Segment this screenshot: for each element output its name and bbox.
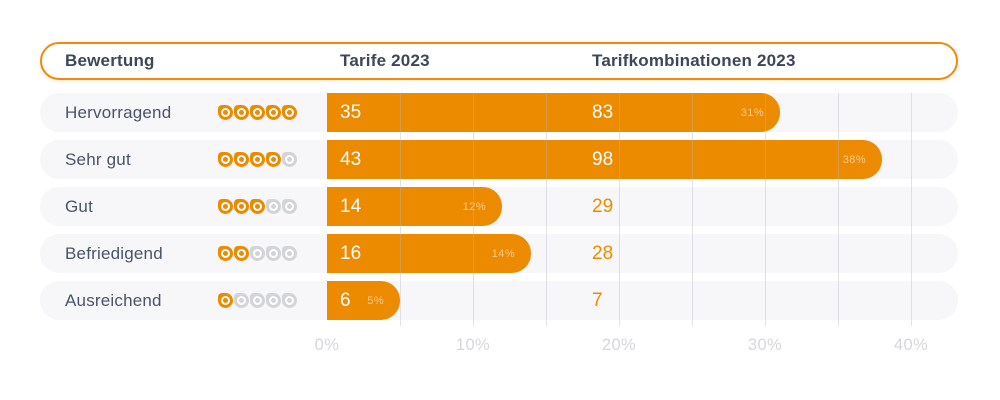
chart-header: Bewertung Tarife 2023 Tarifkombinationen… xyxy=(40,42,958,80)
seal-icon-filled xyxy=(218,246,233,261)
tarife-value: 14 xyxy=(340,196,362,217)
x-axis-label: 30% xyxy=(747,336,783,354)
rating-label: Befriedigend xyxy=(65,244,163,263)
seal-icon-filled xyxy=(218,293,233,308)
gridline xyxy=(692,93,693,326)
seal-icon-empty xyxy=(282,246,297,261)
rating-row: Sehr gut 43 38% 98 xyxy=(40,140,958,179)
header-bewertung: Bewertung xyxy=(65,51,155,70)
tarife-value: 43 xyxy=(340,149,362,170)
seal-icon-filled xyxy=(218,105,233,120)
gridline xyxy=(838,93,839,326)
gridline xyxy=(473,93,474,326)
rating-seal-icons xyxy=(218,199,297,214)
tarife-percent-label: 38% xyxy=(842,154,866,166)
kombi-value: 29 xyxy=(592,196,614,217)
rating-seal-icons xyxy=(218,293,297,308)
seal-icon-filled xyxy=(250,152,265,167)
rating-seal-icons xyxy=(218,246,297,261)
tarife-percent-label: 5% xyxy=(367,295,384,307)
kombi-value: 28 xyxy=(592,243,614,264)
seal-icon-filled xyxy=(234,199,249,214)
x-axis-label: 20% xyxy=(601,336,637,354)
seal-icon-filled xyxy=(234,105,249,120)
tarife-percent-label: 14% xyxy=(491,248,515,260)
rating-row: Ausreichend 6 5% 7 xyxy=(40,281,958,320)
header-tarife-2023: Tarife 2023 xyxy=(340,51,430,70)
x-axis-label: 10% xyxy=(455,336,491,354)
rating-seal-icons xyxy=(218,105,297,120)
rating-label: Ausreichend xyxy=(65,291,162,310)
tarife-percent-label: 31% xyxy=(740,107,764,119)
seal-icon-filled xyxy=(282,105,297,120)
seal-icon-empty xyxy=(282,199,297,214)
rating-row: Befriedigend 16 14% 28 xyxy=(40,234,958,273)
seal-icon-empty xyxy=(266,246,281,261)
rating-label: Sehr gut xyxy=(65,150,131,169)
tarife-value: 35 xyxy=(340,102,362,123)
seal-icon-empty xyxy=(266,293,281,308)
seal-icon-empty xyxy=(250,246,265,261)
gridline xyxy=(619,93,620,326)
tarife-share-bar xyxy=(327,281,400,320)
tarife-share-bar xyxy=(327,234,531,273)
seal-icon-filled xyxy=(218,152,233,167)
rating-seal-icons xyxy=(218,152,297,167)
seal-icon-filled xyxy=(218,199,233,214)
gridline xyxy=(765,93,766,326)
seal-icon-empty xyxy=(282,293,297,308)
tarife-share-bar xyxy=(327,140,882,179)
header-tarifkombinationen-2023: Tarifkombinationen 2023 xyxy=(592,51,796,70)
seal-icon-empty xyxy=(266,199,281,214)
seal-icon-empty xyxy=(234,293,249,308)
rating-label: Gut xyxy=(65,197,94,216)
tarife-value: 6 xyxy=(340,290,351,311)
gridline xyxy=(400,93,401,326)
seal-icon-filled xyxy=(234,246,249,261)
tarife-share-bar xyxy=(327,187,502,226)
gridline xyxy=(911,93,912,326)
seal-icon-filled xyxy=(250,105,265,120)
tarife-share-bar xyxy=(327,93,780,132)
rating-label: Hervorragend xyxy=(65,103,172,122)
seal-icon-filled xyxy=(250,199,265,214)
kombi-value: 7 xyxy=(592,290,603,311)
kombi-value: 83 xyxy=(592,102,614,123)
seal-icon-filled xyxy=(234,152,249,167)
tarife-value: 16 xyxy=(340,243,362,264)
x-axis-label: 0% xyxy=(314,336,340,354)
seal-icon-filled xyxy=(266,152,281,167)
rating-row: Hervorragend 35 31% 83 xyxy=(40,93,958,132)
tarife-percent-label: 12% xyxy=(462,201,486,213)
seal-icon-empty xyxy=(282,152,297,167)
rating-row: Gut 14 12% 29 xyxy=(40,187,958,226)
seal-icon-filled xyxy=(266,105,281,120)
x-axis-label: 40% xyxy=(893,336,929,354)
kombi-value: 98 xyxy=(592,149,614,170)
seal-icon-empty xyxy=(250,293,265,308)
gridline xyxy=(546,93,547,326)
